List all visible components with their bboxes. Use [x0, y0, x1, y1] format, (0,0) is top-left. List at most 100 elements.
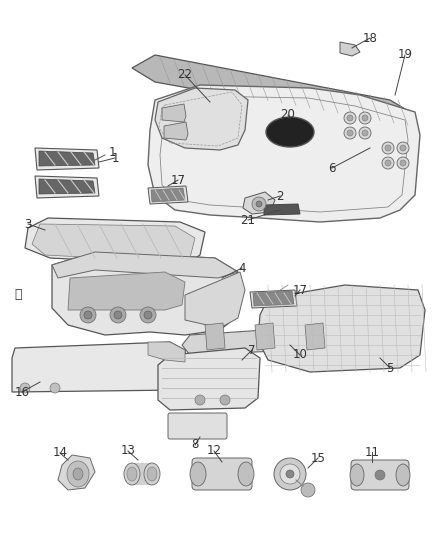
Text: 21: 21 [240, 214, 255, 227]
Circle shape [344, 112, 356, 124]
Circle shape [195, 395, 205, 405]
Polygon shape [250, 290, 297, 308]
Circle shape [110, 307, 126, 323]
Text: 14: 14 [53, 447, 67, 459]
Polygon shape [68, 272, 185, 310]
Circle shape [382, 157, 394, 169]
Polygon shape [35, 176, 99, 198]
Polygon shape [148, 85, 420, 222]
Polygon shape [39, 151, 95, 166]
Text: 18: 18 [363, 31, 378, 44]
FancyBboxPatch shape [192, 458, 252, 490]
Text: 19: 19 [398, 49, 413, 61]
Text: 2: 2 [276, 190, 284, 203]
Circle shape [397, 142, 409, 154]
Circle shape [400, 160, 406, 166]
Polygon shape [258, 285, 425, 372]
Text: 5: 5 [386, 361, 394, 375]
Circle shape [375, 470, 385, 480]
Ellipse shape [144, 463, 160, 485]
Circle shape [80, 307, 96, 323]
Ellipse shape [124, 463, 140, 485]
Text: 17: 17 [293, 284, 307, 296]
Polygon shape [58, 455, 95, 490]
Polygon shape [35, 148, 99, 170]
Polygon shape [52, 252, 238, 335]
Polygon shape [155, 88, 248, 150]
Polygon shape [32, 224, 195, 262]
Text: 13: 13 [120, 445, 135, 457]
Text: 🔧: 🔧 [14, 288, 22, 302]
Circle shape [362, 115, 368, 121]
Polygon shape [132, 55, 415, 128]
Polygon shape [182, 325, 348, 355]
Polygon shape [12, 342, 188, 392]
Circle shape [144, 311, 152, 319]
Circle shape [114, 311, 122, 319]
Text: 3: 3 [25, 217, 32, 230]
Circle shape [301, 483, 315, 497]
Circle shape [382, 142, 394, 154]
FancyBboxPatch shape [132, 463, 152, 485]
Text: 6: 6 [328, 161, 336, 174]
Text: 12: 12 [206, 445, 222, 457]
Ellipse shape [73, 468, 83, 480]
Circle shape [400, 145, 406, 151]
Ellipse shape [67, 461, 89, 487]
Polygon shape [253, 291, 294, 306]
Polygon shape [39, 179, 95, 194]
Text: 8: 8 [191, 439, 199, 451]
Circle shape [274, 458, 306, 490]
Text: 1: 1 [108, 147, 116, 159]
Text: 11: 11 [364, 446, 379, 458]
Polygon shape [205, 323, 225, 350]
Circle shape [347, 130, 353, 136]
Circle shape [84, 311, 92, 319]
Text: 17: 17 [170, 174, 186, 187]
Polygon shape [340, 42, 360, 56]
Circle shape [252, 197, 266, 211]
Circle shape [280, 464, 300, 484]
Text: 10: 10 [293, 349, 307, 361]
Polygon shape [151, 188, 185, 202]
Polygon shape [158, 348, 260, 410]
Ellipse shape [350, 464, 364, 486]
Circle shape [359, 112, 371, 124]
Text: 16: 16 [14, 385, 29, 399]
Circle shape [50, 383, 60, 393]
Circle shape [286, 470, 294, 478]
Ellipse shape [396, 464, 410, 486]
Ellipse shape [266, 117, 314, 147]
Polygon shape [148, 186, 188, 204]
Circle shape [20, 383, 30, 393]
Circle shape [140, 307, 156, 323]
Text: 22: 22 [177, 69, 192, 82]
Polygon shape [185, 272, 245, 328]
Circle shape [359, 127, 371, 139]
Ellipse shape [238, 462, 254, 486]
Circle shape [344, 127, 356, 139]
Polygon shape [52, 252, 238, 278]
Text: 20: 20 [281, 109, 296, 122]
Text: 1: 1 [111, 151, 119, 165]
Polygon shape [162, 104, 186, 122]
Ellipse shape [190, 462, 206, 486]
Text: 7: 7 [248, 343, 256, 357]
Circle shape [347, 115, 353, 121]
Text: 15: 15 [311, 451, 325, 464]
Circle shape [397, 157, 409, 169]
Circle shape [220, 395, 230, 405]
Text: 4: 4 [238, 262, 246, 274]
Polygon shape [164, 122, 188, 140]
Polygon shape [148, 342, 185, 362]
Polygon shape [305, 323, 325, 350]
Ellipse shape [127, 467, 137, 481]
Circle shape [385, 160, 391, 166]
FancyBboxPatch shape [168, 413, 227, 439]
Polygon shape [255, 323, 275, 350]
Circle shape [385, 145, 391, 151]
Ellipse shape [147, 467, 157, 481]
FancyBboxPatch shape [351, 460, 409, 490]
Polygon shape [243, 192, 275, 214]
Polygon shape [25, 218, 205, 265]
